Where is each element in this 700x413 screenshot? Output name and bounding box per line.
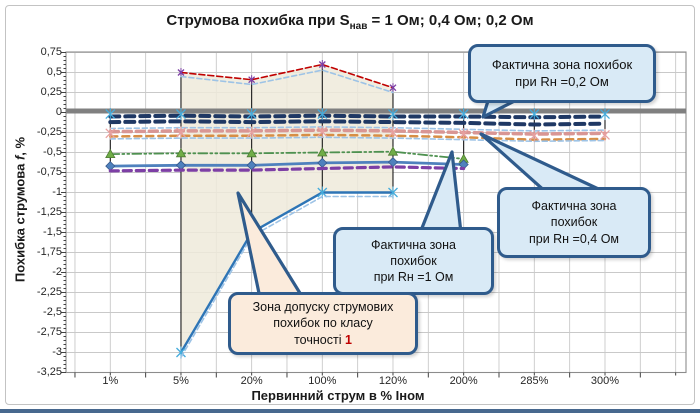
callout-text-line: Фактична зона похибок: [491, 56, 633, 72]
callout-rn-0-4-ohm[interactable]: Фактична зона похибок при Rн =0,4 Ом: [497, 187, 651, 258]
chart-title-suffix: = 1 Ом; 0,4 Ом; 0,2 Ом: [367, 12, 534, 29]
chart-title-text: Струмова похибка при S: [166, 12, 350, 29]
callout-rn-1-ohm[interactable]: Фактична зона похибок при Rн =1 Ом: [333, 227, 494, 295]
callout-tolerance-zone[interactable]: Зона допуску струмових похибок по класу …: [228, 292, 418, 355]
callout-text-line: похибок: [390, 253, 437, 268]
window-bottom-edge: [0, 409, 700, 413]
y-tick-label: -2,5: [43, 306, 62, 318]
x-tick-label: 285%: [520, 375, 549, 387]
callout-text-line: Фактична зона: [531, 199, 617, 214]
callout-rn-0-2-ohm[interactable]: Фактична зона похибок при Rн =0,2 Ом: [468, 44, 656, 103]
callout-text-line: точності 1: [231, 332, 415, 348]
callout-text-part: точності: [294, 332, 345, 347]
y-tick-label: 0,25: [40, 86, 62, 98]
y-tick-label: -2,75: [36, 326, 62, 338]
callout-text-line: при Rн =1 Ом: [373, 270, 454, 285]
callout-text-line: похибок по класу: [273, 316, 373, 331]
y-tick-label: 0,5: [46, 66, 62, 78]
y-tick-label: -2: [52, 266, 62, 278]
y-tick-label: -3: [52, 346, 62, 358]
x-tick-label: 1%: [102, 375, 119, 387]
y-axis-title-text: Похибка струмова: [12, 160, 28, 283]
chart-title: Струмова похибка при Sнав = 1 Ом; 0,4 Ом…: [0, 12, 700, 32]
y-tick-label: -1,25: [36, 206, 62, 218]
y-tick-label: -1: [52, 186, 62, 198]
x-tick-label: 5%: [173, 375, 189, 387]
callout-text-line: при Rн =0,2 Ом: [515, 73, 609, 89]
y-tick-label: 0: [55, 106, 62, 118]
x-tick-label: 100%: [308, 375, 337, 387]
callout-text-line: при Rн =0,4 Ом: [528, 231, 620, 246]
x-tick-label: 20%: [240, 375, 263, 387]
x-tick-label: 300%: [590, 375, 620, 387]
y-tick-label: -1,75: [36, 246, 62, 258]
callout-text-line: Зона допуску струмових: [252, 300, 394, 315]
chart-title-subscript: нав: [349, 21, 368, 32]
x-axis-title: Первинний струм в % Іном: [251, 388, 425, 403]
x-tick-label: 200%: [449, 375, 478, 387]
y-tick-label: -1,5: [43, 226, 62, 238]
callout-text-line: похибок: [550, 215, 598, 230]
y-tick-label: -3,25: [36, 366, 62, 378]
y-tick-label: -0,75: [36, 166, 62, 178]
y-tick-label: -0,5: [43, 146, 62, 158]
x-tick-label: 120%: [378, 375, 408, 387]
y-tick-label: 0,75: [40, 46, 62, 58]
y-tick-label: -0,25: [36, 126, 62, 138]
callout-text-line: Фактична зона: [370, 237, 456, 252]
y-tick-label: -2,25: [36, 286, 62, 298]
accuracy-class-value: 1: [344, 332, 352, 347]
